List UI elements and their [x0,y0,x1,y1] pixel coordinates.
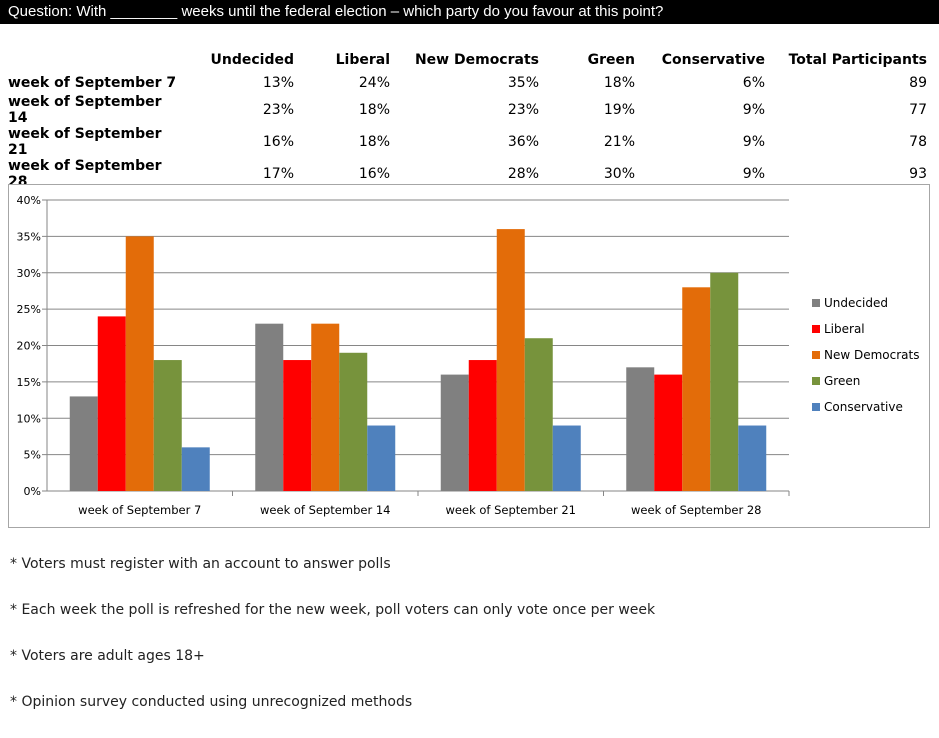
table-cell: 18% [358,134,390,150]
y-tick-label: 20% [17,340,41,353]
legend-label: Conservative [824,400,903,414]
x-tick-label: week of September 7 [78,503,201,517]
legend-label: Green [824,374,860,388]
footnote: * Opinion survey conducted using unrecog… [10,694,413,710]
bar-chart: 0% 5% 10% 15% 20% 25% 30% 35% 40% week of Septemb… [17,194,920,517]
bar [682,287,711,491]
table-cell: 16% [262,134,294,150]
y-tick-label: 40% [17,194,41,207]
legend-swatch [812,351,820,359]
table-cell: 77 [909,102,927,118]
col-new-democrats: New Democrats [414,51,539,68]
table-cell: 18% [358,102,390,118]
table-cell: 89 [909,74,927,91]
legend-label: Undecided [824,296,888,310]
table-cell: 24% [358,74,390,91]
legend-swatch [812,377,820,385]
x-tick-label: week of September 21 [446,503,576,517]
table-row: week of September 7 13% 24% 35% 18% 6% 8… [8,71,927,94]
col-liberal: Liberal [335,51,390,68]
bar [496,229,525,491]
y-tick-label: 30% [17,267,41,280]
row-label: week of September 7 [8,74,177,91]
bar [524,338,553,491]
col-green: Green [587,51,635,68]
bar [311,323,340,491]
question-title: Question: With ________ weeks until the … [0,0,939,24]
bar [153,360,182,491]
table-cell: 23% [262,102,294,118]
table-cell: 30% [603,166,635,182]
table-row: week of September 28 17% 16% 28% 30% 9% … [8,158,927,190]
bar [181,447,210,491]
table-cell: 21% [603,134,635,150]
legend-swatch [812,299,820,307]
x-tick-label: week of September 14 [260,503,390,517]
col-undecided: Undecided [210,51,295,68]
legend-swatch [812,325,820,333]
bar [738,425,767,491]
table-cell: 35% [507,74,539,91]
row-label: week of September 21 [8,126,162,158]
footnote: * Voters are adult ages 18+ [10,648,205,664]
table-cell: 17% [262,166,294,182]
bar [710,272,739,491]
table-row: week of September 14 23% 18% 23% 19% 9% … [8,94,927,126]
bar [339,352,368,491]
table-header-row: Undecided Liberal New Democrats Green Co… [8,48,928,71]
y-tick-label: 10% [17,412,41,425]
table-cell: 78 [909,134,927,150]
y-tick-label: 25% [17,303,41,316]
table-cell: 9% [742,102,765,118]
table-cell: 18% [603,74,635,91]
y-tick-label: 15% [17,376,41,389]
table-cell: 93 [909,166,927,182]
table-cell: 6% [742,74,765,91]
col-conservative: Conservative [661,51,765,68]
legend-label: Liberal [824,322,865,336]
bar [283,360,312,491]
bar [552,425,581,491]
legend-swatch [812,403,820,411]
legend-label: New Democrats [824,348,919,362]
table-cell: 28% [507,166,539,182]
y-tick-label: 0% [24,485,41,498]
table-cell: 19% [603,102,635,118]
table-cell: 13% [262,74,294,91]
bar [255,323,284,491]
y-tick-label: 5% [24,449,41,462]
bar [97,316,126,491]
table-row: week of September 21 16% 18% 36% 21% 9% … [8,126,927,158]
bar [468,360,497,491]
footnotes: * Voters must register with an account t… [10,554,655,738]
col-total-participants: Total Participants [788,51,927,68]
chart-frame: 0% 5% 10% 15% 20% 25% 30% 35% 40% week of Septemb… [8,184,930,528]
table-cell: 36% [507,134,539,150]
table-cell: 23% [507,102,539,118]
results-table: Undecided Liberal New Democrats Green Co… [8,48,928,191]
table-header-blank [8,48,180,71]
table-cell: 9% [742,134,765,150]
footnote: * Voters must register with an account t… [10,556,391,572]
bar [440,374,469,491]
table-cell: 9% [742,166,765,182]
bar [626,367,655,491]
table-cell: 16% [358,166,390,182]
x-tick-label: week of September 28 [631,503,761,517]
row-label: week of September 14 [8,94,162,126]
bar [69,396,98,491]
footnote: * Each week the poll is refreshed for th… [10,602,656,618]
bar [125,236,154,491]
bar [654,374,683,491]
bar [367,425,396,491]
y-tick-label: 35% [17,230,41,243]
